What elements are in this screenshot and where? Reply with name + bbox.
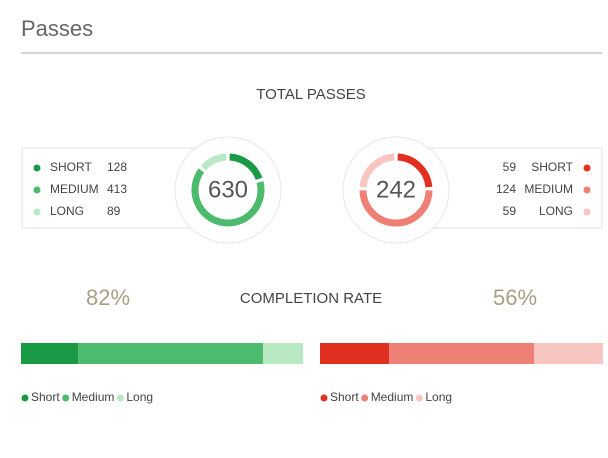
donut-backdrop <box>174 136 282 244</box>
bar-legend-label: Short <box>31 390 60 404</box>
bar-legend-label: Medium <box>72 390 115 404</box>
bar-segment <box>534 343 603 364</box>
section-title: TOTAL PASSES <box>256 86 365 103</box>
legend-dot <box>583 164 591 172</box>
legend-dot <box>33 164 41 172</box>
bar-legend-dot <box>21 394 29 402</box>
completion-rate: 56% <box>493 285 537 310</box>
legend-dot <box>583 208 591 216</box>
donut-segment <box>191 168 265 227</box>
legend-label: LONG <box>539 204 573 218</box>
bar-legend-dot <box>361 394 369 402</box>
donut-segment <box>200 153 227 171</box>
legend-value: 128 <box>107 160 127 174</box>
bar-legend-dot <box>415 394 423 402</box>
donut-segment <box>229 153 263 181</box>
bar-legend-label: Short <box>330 390 359 404</box>
bar-legend-label: Medium <box>371 390 414 404</box>
bar-legend-dot <box>320 394 328 402</box>
section-title: COMPLETION RATE <box>240 290 382 307</box>
bar-legend-dot <box>116 394 124 402</box>
legend-label: MEDIUM <box>50 182 99 196</box>
bar-segment <box>21 343 79 364</box>
bar-segment <box>320 343 389 364</box>
legend-label: SHORT <box>50 160 92 174</box>
donut-segment <box>359 190 433 227</box>
donut-total: 242 <box>376 176 416 203</box>
bar-segment <box>263 343 303 364</box>
donut-segment <box>359 153 395 188</box>
page-title: Passes <box>21 16 93 41</box>
legend-value: 59 <box>503 204 517 218</box>
completion-rate: 82% <box>86 285 130 310</box>
donut-segment <box>397 153 433 188</box>
bar-segment <box>388 343 535 364</box>
bar-legend-label: Long <box>126 390 153 404</box>
legend-label: SHORT <box>531 160 573 174</box>
legend-value: 124 <box>496 182 516 196</box>
legend-label: MEDIUM <box>524 182 573 196</box>
legend-value: 59 <box>503 160 517 174</box>
legend-label: LONG <box>50 204 84 218</box>
legend-dot <box>33 186 41 194</box>
legend-dot <box>583 186 591 194</box>
donut-total: 630 <box>208 176 248 203</box>
legend-value: 413 <box>107 182 127 196</box>
bar-segment <box>78 343 264 364</box>
bar-legend-dot <box>62 394 70 402</box>
legend-value: 89 <box>107 204 121 218</box>
bar-legend-label: Long <box>425 390 452 404</box>
donut-backdrop <box>342 136 450 244</box>
legend-dot <box>33 208 41 216</box>
